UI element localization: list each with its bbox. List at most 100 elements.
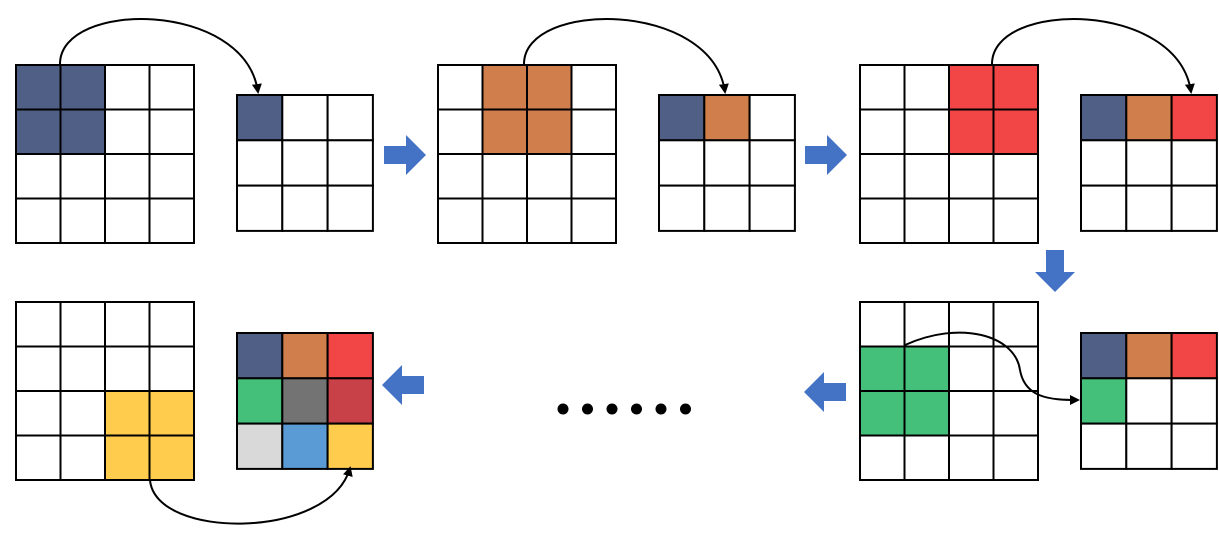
cell-empty [748, 139, 796, 187]
cell-empty [437, 153, 484, 200]
ellipsis-dot [680, 403, 691, 415]
cell-empty [948, 434, 995, 481]
ellipsis-dot [557, 403, 569, 415]
flow-arrow-left-icon [804, 372, 846, 412]
cell-empty [859, 153, 906, 200]
connector-step-4 [904, 331, 1080, 405]
cell-brown [281, 332, 329, 380]
cell-empty [148, 345, 195, 392]
cell-brown [1125, 94, 1173, 142]
cell-empty [281, 94, 329, 142]
cell-brown [703, 94, 751, 142]
cell-navy [59, 108, 106, 155]
cell-gray [281, 377, 329, 425]
cell-empty [703, 184, 751, 232]
cell-empty [1125, 422, 1173, 470]
cell-empty [992, 153, 1039, 200]
cell-lightgray [236, 422, 284, 470]
cell-empty [15, 197, 62, 244]
cell-green [903, 345, 950, 392]
ellipsis-dot [655, 403, 667, 415]
cell-empty [281, 184, 329, 232]
cell-empty [948, 301, 995, 348]
cell-red [948, 64, 995, 111]
flow-arrow-right-icon [805, 135, 847, 175]
cell-empty [903, 434, 950, 481]
cell-empty [903, 197, 950, 244]
cell-empty [148, 153, 195, 200]
cell-empty [481, 197, 528, 244]
cell-green [903, 390, 950, 437]
cell-empty [15, 153, 62, 200]
cell-empty [992, 434, 1039, 481]
cell-empty [148, 197, 195, 244]
cell-empty [148, 108, 195, 155]
cell-empty [236, 184, 284, 232]
cell-empty [104, 153, 151, 200]
cell-red [326, 332, 374, 380]
cell-empty [437, 197, 484, 244]
cell-empty [992, 197, 1039, 244]
cell-brown [481, 64, 528, 111]
cell-empty [748, 184, 796, 232]
cell-green [236, 377, 284, 425]
cell-empty [326, 184, 374, 232]
cell-empty [1170, 139, 1218, 187]
cell-empty [903, 301, 950, 348]
flow-arrow-down-icon [1035, 250, 1075, 292]
step-final-output-grid [236, 332, 374, 470]
cell-empty [570, 64, 617, 111]
cell-empty [1170, 377, 1218, 425]
connector-step-final [149, 466, 353, 525]
cell-yellow [104, 434, 151, 481]
cell-empty [59, 345, 106, 392]
step-1-input-grid [15, 64, 195, 244]
cell-navy [236, 94, 284, 142]
cell-empty [859, 64, 906, 111]
cell-empty [903, 64, 950, 111]
cell-navy [15, 64, 62, 111]
cell-empty [948, 345, 995, 392]
cell-empty [104, 345, 151, 392]
cell-empty [1125, 377, 1173, 425]
cell-empty [570, 197, 617, 244]
cell-yellow [326, 422, 374, 470]
cell-empty [658, 184, 706, 232]
cell-empty [59, 197, 106, 244]
cell-empty [992, 345, 1039, 392]
cell-empty [15, 390, 62, 437]
cell-empty [948, 153, 995, 200]
cell-red [1170, 332, 1218, 380]
cell-empty [526, 197, 573, 244]
cell-brown [1125, 332, 1173, 380]
cell-green [1080, 377, 1128, 425]
cell-red [1170, 94, 1218, 142]
step-4-input-grid [859, 301, 1039, 481]
cell-empty [703, 139, 751, 187]
cell-green [859, 345, 906, 392]
flow-arrow-left-icon [382, 365, 424, 405]
cell-green [859, 390, 906, 437]
step-2-input-grid [437, 64, 617, 244]
cell-empty [526, 153, 573, 200]
cell-navy [236, 332, 284, 380]
cell-empty [948, 197, 995, 244]
cell-empty [992, 390, 1039, 437]
cell-empty [1170, 422, 1218, 470]
step-3-input-grid [859, 64, 1039, 244]
step-1-output-grid [236, 94, 374, 232]
cell-empty [59, 301, 106, 348]
cell-empty [15, 345, 62, 392]
cell-navy [59, 64, 106, 111]
cell-empty [326, 139, 374, 187]
cell-empty [992, 301, 1039, 348]
cell-empty [1170, 184, 1218, 232]
cell-empty [903, 153, 950, 200]
ellipsis-dot [582, 403, 593, 415]
cell-empty [104, 108, 151, 155]
cell-empty [59, 153, 106, 200]
cell-navy [658, 94, 706, 142]
connector-step-1 [59, 18, 262, 94]
cell-empty [59, 434, 106, 481]
